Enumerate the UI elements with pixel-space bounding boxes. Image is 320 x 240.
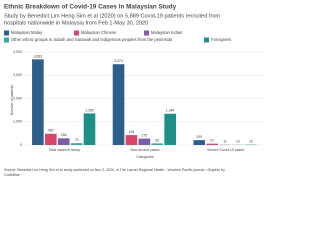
legend-label: Other ethnic groups in Sabah and Sarawak… [11,37,173,42]
source: Source: Benedict Lim Heng Sim et al stud… [4,168,225,172]
bar [112,64,125,145]
x-tick-label: Non-severe cases [131,148,160,152]
bar [193,140,206,145]
bar [138,138,151,145]
bar [151,143,164,145]
value-label: 286 [61,133,67,137]
legend-swatch [4,30,9,36]
value-label: 79 [75,138,79,142]
subtitle: hospitals nationwide in Malaysia from Fe… [4,20,148,26]
legend-label: Malaysian Chinese [81,30,117,35]
value-label: 10 [236,140,240,144]
value-label: 15 [249,140,253,144]
legend-label: Foreigners [211,37,231,42]
legend-swatch [204,37,209,43]
value-label: 209 [196,135,202,139]
value-label: 482 [48,129,54,133]
y-axis-title: Number of patients [10,85,14,116]
bar [125,135,138,145]
value-label: 1,359 [85,108,94,112]
legend-swatch [4,37,9,43]
y-tick-label: 0 [20,143,22,147]
chart: Ethnic Breakdown of Covid-19 Cases In Ma… [4,4,266,177]
legend-label: Malaysian Indian [151,30,183,35]
bar [206,143,218,145]
value-label: 425 [129,130,135,134]
value-label: 1,344 [166,109,175,113]
chart-title: Ethnic Breakdown of Covid-19 Cases In Ma… [4,4,177,11]
value-label: 3,683 [34,54,43,58]
y-tick-label: 1,000 [13,120,22,124]
legend-swatch [74,30,79,36]
value-label: 69 [155,138,159,142]
bar [83,113,96,145]
subtitle: Study by Benedict Lim Heng Sim et al (20… [4,13,220,19]
source: CodeBlue [4,173,20,177]
bar [44,133,57,145]
bar [32,59,44,145]
legend-label: Malaysian Malay [11,30,43,35]
y-tick-label: 4,000 [13,50,22,54]
value-label: 275 [142,133,148,137]
y-tick-label: 3,000 [13,73,22,77]
value-label: 57 [210,139,214,143]
x-tick-label: Total cases in study [49,148,81,152]
x-tick-label: Severe Covid-19 cases [207,148,244,152]
bar [70,143,83,145]
value-label: 11 [223,140,227,144]
x-axis-title: Categories [136,155,154,159]
y-tick-label: 2,000 [13,96,22,100]
value-label: 3,474 [114,59,123,63]
bar [164,113,176,145]
legend-swatch [144,30,149,36]
bar [57,138,70,145]
